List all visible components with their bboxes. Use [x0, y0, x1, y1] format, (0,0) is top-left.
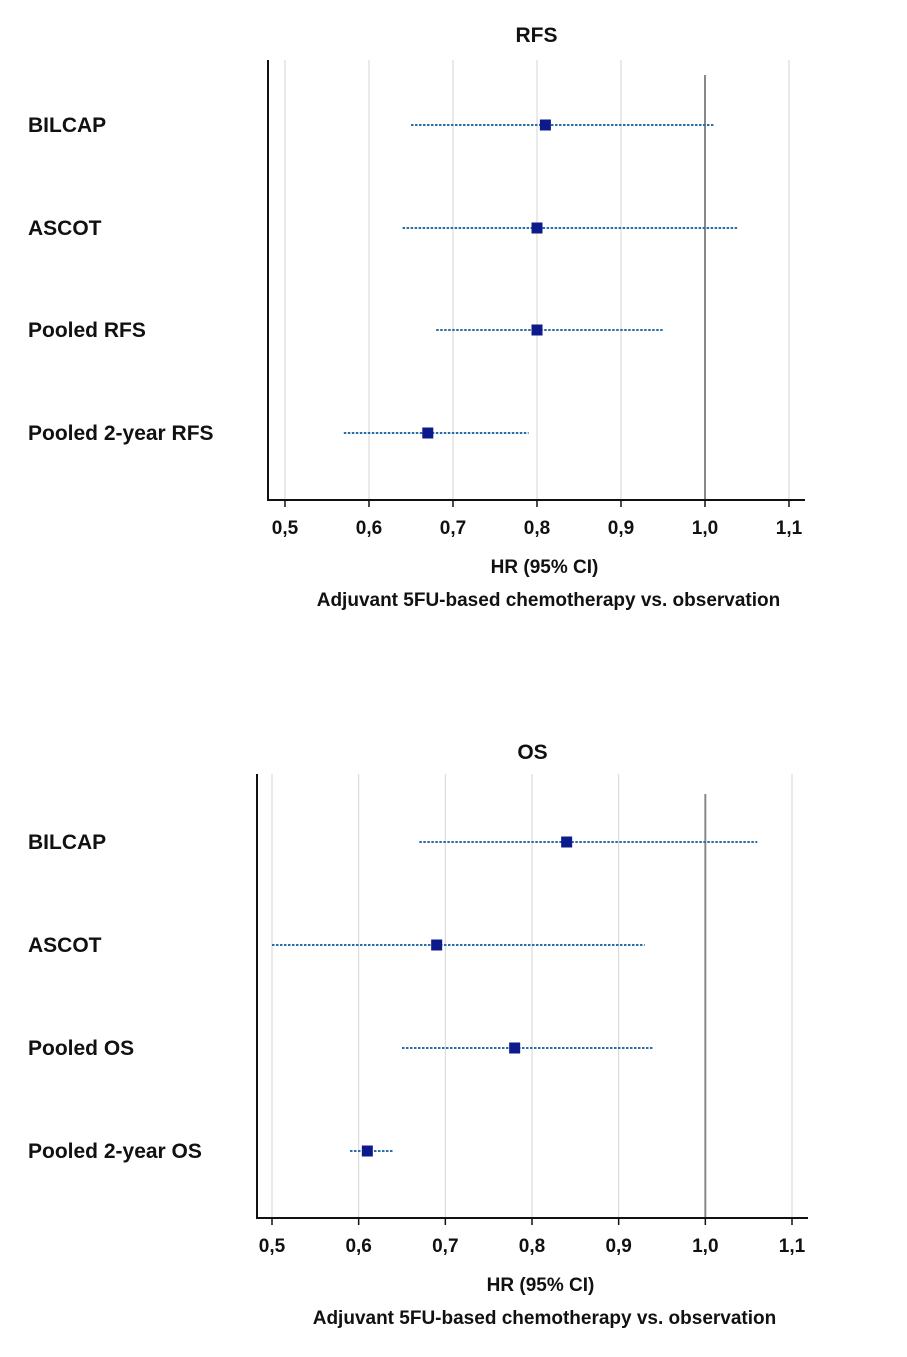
os-forest-plot: OS 0,5 0,6 0,7 0,8 0,9 1,0 1,1 BILCAP ASCOT Pooled… [28, 741, 808, 1329]
hazard-ratio-point [422, 427, 434, 439]
x-tick-label: 0,7 [432, 1236, 458, 1257]
chart-title: OS [517, 741, 547, 764]
row-label: Pooled 2-year RFS [28, 422, 214, 445]
x-tick-label: 0,9 [605, 1236, 631, 1257]
hazard-ratio-point [509, 1042, 521, 1054]
x-axis-label: HR (95% CI) [487, 1275, 595, 1296]
row-label: Pooled RFS [28, 319, 146, 342]
hazard-ratio-point [561, 836, 573, 848]
hazard-ratio-point [361, 1145, 373, 1157]
x-tick-label: 0,7 [440, 518, 466, 539]
x-tick-label: 0,6 [356, 518, 382, 539]
x-tick-label: 1,0 [692, 1236, 718, 1257]
x-axis-subtitle: Adjuvant 5FU-based chemotherapy vs. obse… [317, 590, 781, 611]
hazard-ratio-point [431, 939, 443, 951]
row-label: Pooled OS [28, 1037, 134, 1060]
x-tick-label: 1,1 [779, 1236, 806, 1257]
row-label: ASCOT [28, 934, 102, 957]
x-tick-label: 0,8 [524, 518, 550, 539]
hazard-ratio-point [531, 324, 543, 336]
row-label: Pooled 2-year OS [28, 1140, 202, 1163]
x-tick-label: 0,9 [608, 518, 634, 539]
row-label: ASCOT [28, 217, 102, 240]
x-tick-label: 0,5 [272, 518, 299, 539]
x-axis-label: HR (95% CI) [491, 557, 599, 578]
x-tick-label: 1,0 [692, 518, 718, 539]
x-tick-label: 0,6 [345, 1236, 371, 1257]
x-axis-subtitle: Adjuvant 5FU-based chemotherapy vs. obse… [313, 1308, 777, 1329]
row-label: BILCAP [28, 114, 106, 137]
rfs-forest-plot: RFS 0,5 0,6 0,7 0,8 0,9 1,0 1,1 BILCAP ASCOT Poole… [28, 24, 805, 611]
x-tick-label: 0,5 [259, 1236, 286, 1257]
row-label: BILCAP [28, 831, 106, 854]
hazard-ratio-point [539, 119, 551, 131]
hazard-ratio-point [531, 222, 543, 234]
chart-title: RFS [516, 24, 558, 47]
x-tick-label: 1,1 [776, 518, 803, 539]
x-tick-label: 0,8 [519, 1236, 545, 1257]
